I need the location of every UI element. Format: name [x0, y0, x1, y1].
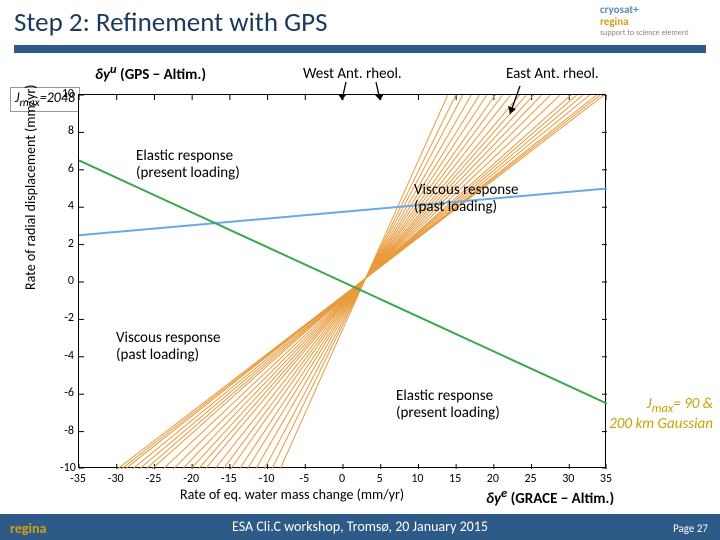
- ann-east: East Ant. rheol.: [506, 66, 599, 83]
- xlabel2-prefix: δy: [486, 490, 501, 508]
- ylabel-prefix: δy: [95, 66, 110, 84]
- logo-line1: cryosat+: [600, 3, 639, 16]
- ylabel-suffix: (GPS − Altim.): [117, 66, 206, 84]
- xtick-label: -15: [221, 472, 237, 486]
- xtick-label: 15: [449, 472, 461, 486]
- xtick-label: -20: [183, 472, 199, 486]
- xtick-label: 5: [377, 472, 383, 486]
- ann-west: West Ant. rheol.: [303, 66, 402, 83]
- y-axis-title-top: δyu (GPS − Altim.): [95, 62, 206, 84]
- slide: Step 2: Refinement with GPS cryosat+ reg…: [0, 0, 720, 540]
- ann-viscous-tr: Viscous response(past loading): [414, 182, 518, 217]
- ytick-label: -4: [60, 349, 74, 363]
- xtick-label: -10: [259, 472, 275, 486]
- xtick-label: 25: [524, 472, 536, 486]
- ytick-label: 2: [60, 237, 74, 251]
- y-axis-label: Rate of radial displacement (mm/yr): [22, 84, 39, 290]
- x-axis-label: Rate of eq. water mass change (mm/yr): [180, 486, 404, 503]
- ylabel-sup: u: [110, 62, 117, 77]
- xlabel2-suffix: (GRACE − Altim.): [507, 490, 614, 508]
- xtick-label: -30: [108, 472, 124, 486]
- logo-line2: regina: [600, 15, 629, 28]
- ytick-label: -8: [60, 424, 74, 438]
- ann-east-text: East Ant. rheol.: [506, 65, 599, 83]
- ytick-label: 8: [60, 124, 74, 138]
- ann-viscous-bl: Viscous response(past loading): [116, 330, 220, 365]
- ytick-label: -2: [60, 311, 74, 325]
- ytick-label: -10: [60, 461, 74, 475]
- ann-elastic-tl: Elastic response(present loading): [136, 148, 240, 183]
- ann-jmax-yellow: Jmax= 90 &200 km Gaussian: [593, 396, 713, 434]
- x-axis-title-right: δye (GRACE − Altim.): [486, 486, 614, 508]
- ann-elastic-br: Elastic response(present loading): [396, 388, 500, 423]
- footer-text: ESA Cli.C workshop, Tromsø, 20 January 2…: [0, 518, 720, 535]
- xtick-label: -5: [299, 472, 309, 486]
- logo-block: cryosat+ regina support to science eleme…: [600, 4, 710, 50]
- arrow-east-icon: [508, 86, 538, 122]
- page-number: Page 27: [673, 522, 708, 535]
- arrow-west-icon: [332, 82, 360, 106]
- xtick-label: 35: [600, 472, 612, 486]
- jy-sub: max: [652, 401, 674, 416]
- logo-line3: support to science element: [600, 28, 689, 38]
- xtick-label: 10: [411, 472, 423, 486]
- ytick-label: 10: [60, 87, 74, 101]
- xtick-label: 0: [339, 472, 345, 486]
- ytick-label: 0: [60, 274, 74, 288]
- xtick-label: 20: [487, 472, 499, 486]
- ytick-label: 6: [60, 162, 74, 176]
- xtick-label: -25: [146, 472, 162, 486]
- xtick-label: 30: [562, 472, 574, 486]
- ytick-label: 4: [60, 199, 74, 213]
- ytick-label: -6: [60, 386, 74, 400]
- slide-title: Step 2: Refinement with GPS: [14, 6, 328, 39]
- arrow-west2-icon: [372, 82, 400, 106]
